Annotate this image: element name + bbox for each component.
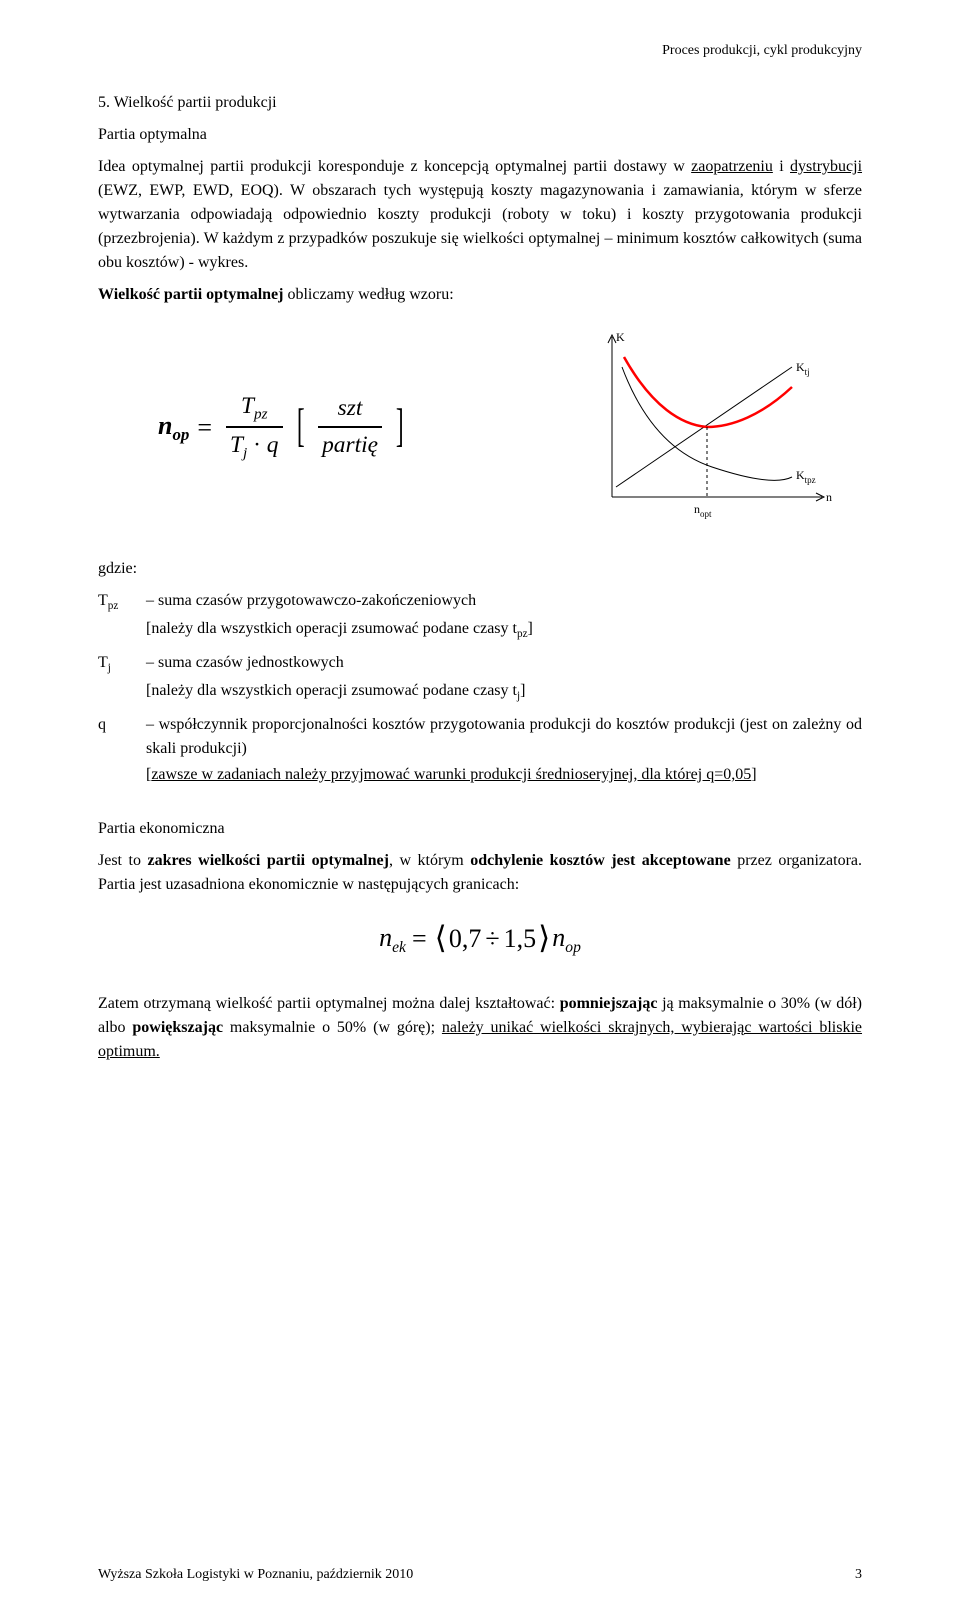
- paragraph-economic: Jest to zakres wielkości partii optymaln…: [98, 849, 862, 897]
- txt: ]: [528, 620, 533, 637]
- txt: n: [552, 923, 565, 952]
- txt: pz: [517, 628, 528, 640]
- xlabel: n: [826, 490, 832, 504]
- dl-note-q: [zawsze w zadaniach należy przyjmować wa…: [146, 763, 862, 787]
- page-footer: Wyższa Szkoła Logistyki w Poznaniu, paźd…: [98, 1564, 862, 1585]
- txt: ·: [253, 432, 261, 458]
- txt-underline: zawsze w zadaniach należy przyjmować war…: [151, 766, 751, 783]
- txt-bold: powiększając: [132, 1019, 223, 1036]
- text: (EWZ, EWP, EWD, EOQ). W obszarach tych w…: [98, 182, 862, 271]
- text: obliczamy według wzoru:: [283, 286, 453, 303]
- text-bold: Wielkość partii optymalnej: [98, 286, 283, 303]
- paragraph-formula-label: Wielkość partii optymalnej obliczamy wed…: [98, 283, 862, 307]
- txt: op: [565, 939, 581, 956]
- subheading-economic-batch: Partia ekonomiczna: [98, 817, 862, 841]
- ylabel: K: [616, 330, 625, 344]
- txt-bold: odchylenie kosztów jest akceptowane: [470, 852, 730, 869]
- txt: partię: [318, 428, 382, 463]
- paragraph-conclusion: Zatem otrzymaną wielkość partii optymaln…: [98, 992, 862, 1064]
- txt: =: [412, 919, 427, 958]
- text: i: [773, 158, 790, 175]
- formula-nek: nek = ⟨ 0,7 ÷ 1,5 ⟩ nop: [379, 915, 581, 962]
- text: Idea optymalnej partii produkcji korespo…: [98, 158, 691, 175]
- dl-gdzie: gdzie:: [98, 557, 862, 581]
- txt: [należy dla wszystkich operacji zsumować…: [146, 682, 517, 699]
- txt: ]: [520, 682, 525, 699]
- txt: n: [379, 923, 392, 952]
- ktpz-label: Ktpz: [796, 468, 816, 485]
- formula-nop: nop = Tpz Tj · q [ szt partię ]: [158, 389, 412, 465]
- txt: szt: [334, 391, 367, 426]
- txt: pz: [254, 405, 268, 422]
- txt: T: [230, 432, 243, 458]
- txt: pz: [108, 600, 119, 612]
- ktj-label: Ktj: [796, 360, 810, 377]
- txt-bold: zakres wielkości partii optymalnej: [147, 852, 388, 869]
- txt: 1,5: [504, 919, 537, 958]
- txt: Zatem otrzymaną wielkość partii optymaln…: [98, 995, 560, 1012]
- cost-curve-chart: K n Ktj Ktpz nopt: [582, 327, 842, 527]
- txt: Jest to: [98, 852, 147, 869]
- footer-source: Wyższa Szkoła Logistyki w Poznaniu, paźd…: [98, 1564, 413, 1585]
- definition-list: gdzie: Tpz – suma czasów przygotowawczo-…: [98, 557, 862, 787]
- txt: T: [98, 654, 108, 671]
- section-title-text: Wielkość partii produkcji: [114, 94, 277, 111]
- dl-desc-tpz: – suma czasów przygotowawczo-zakończenio…: [146, 589, 862, 613]
- section-heading: 5. Wielkość partii produkcji: [98, 91, 862, 115]
- formula2-wrap: nek = ⟨ 0,7 ÷ 1,5 ⟩ nop: [98, 905, 862, 972]
- txt: ÷: [485, 919, 499, 958]
- txt: ek: [392, 939, 406, 956]
- footer-pagenum: 3: [855, 1564, 862, 1585]
- f-frac2: szt partię: [318, 391, 382, 463]
- dl-term-tj: Tj: [98, 651, 146, 677]
- txt: T: [98, 592, 108, 609]
- angle-right: ⟩: [538, 915, 550, 962]
- angle-left: ⟨: [435, 915, 447, 962]
- paragraph-intro: Idea optymalnej partii produkcji korespo…: [98, 155, 862, 275]
- dl-note-tpz: [należy dla wszystkich operacji zsumować…: [146, 617, 862, 643]
- section-number: 5.: [98, 94, 110, 111]
- subheading-optimal-batch: Partia optymalna: [98, 123, 862, 147]
- f-eq: =: [197, 408, 212, 447]
- text-underline: dystrybucji: [790, 158, 862, 175]
- formula-row: nop = Tpz Tj · q [ szt partię ]: [98, 327, 862, 527]
- txt: ]: [751, 766, 756, 783]
- txt: [należy dla wszystkich operacji zsumować…: [146, 620, 517, 637]
- f-lhs-sub: op: [172, 425, 189, 444]
- dl-term-tpz: Tpz: [98, 589, 146, 615]
- txt: j: [243, 444, 247, 461]
- txt: maksymalnie o 50% (w górę);: [223, 1019, 442, 1036]
- dl-desc-q: – współczynnik proporcjonalności kosztów…: [146, 713, 862, 761]
- txt: , w którym: [389, 852, 470, 869]
- txt-bold: pomniejszając: [560, 995, 658, 1012]
- f-frac1: Tpz Tj · q: [226, 389, 282, 465]
- dl-term-q: q: [98, 713, 146, 737]
- page-header-context: Proces produkcji, cykl produkcyjny: [98, 40, 862, 61]
- bracket-left: [: [296, 408, 304, 445]
- total-cost-curve: [624, 357, 792, 427]
- txt: q: [267, 432, 279, 458]
- bracket-right: ]: [396, 408, 404, 445]
- txt: T: [241, 393, 254, 419]
- text-underline: zaopatrzeniu: [691, 158, 773, 175]
- dl-note-tj: [należy dla wszystkich operacji zsumować…: [146, 679, 862, 705]
- chart-svg: K n Ktj Ktpz nopt: [582, 327, 842, 527]
- txt: j: [108, 662, 111, 674]
- f-lhs-base: n: [158, 411, 172, 440]
- txt: 0,7: [449, 919, 482, 958]
- nopt-label: nopt: [694, 502, 712, 519]
- dl-desc-tj: – suma czasów jednostkowych: [146, 651, 862, 675]
